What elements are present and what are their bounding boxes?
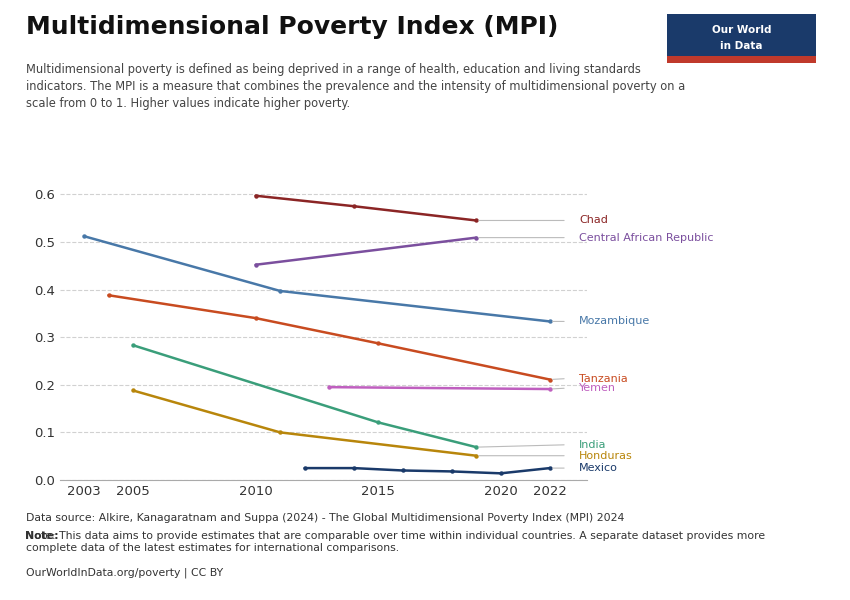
- Text: OurWorldInData.org/poverty | CC BY: OurWorldInData.org/poverty | CC BY: [26, 567, 223, 577]
- Text: Our World: Our World: [711, 25, 772, 35]
- FancyBboxPatch shape: [667, 14, 816, 63]
- Text: Multidimensional poverty is defined as being deprived in a range of health, educ: Multidimensional poverty is defined as b…: [26, 63, 685, 110]
- Text: in Data: in Data: [720, 41, 763, 51]
- Text: Yemen: Yemen: [579, 383, 616, 393]
- Text: India: India: [579, 440, 607, 450]
- Text: Mozambique: Mozambique: [579, 316, 650, 326]
- Text: Data source: Alkire, Kanagaratnam and Suppa (2024) - The Global Multidimensional: Data source: Alkire, Kanagaratnam and Su…: [26, 513, 624, 523]
- Bar: [667, 56, 816, 63]
- Text: Multidimensional Poverty Index (MPI): Multidimensional Poverty Index (MPI): [26, 15, 558, 39]
- Text: Note:: Note:: [26, 531, 60, 541]
- Text: Honduras: Honduras: [579, 451, 633, 461]
- Text: Mexico: Mexico: [579, 463, 618, 473]
- Text: Tanzania: Tanzania: [579, 374, 628, 383]
- Text: Chad: Chad: [579, 215, 608, 226]
- Text: Note: This data aims to provide estimates that are comparable over time within i: Note: This data aims to provide estimate…: [26, 531, 765, 553]
- Text: Central African Republic: Central African Republic: [579, 233, 714, 242]
